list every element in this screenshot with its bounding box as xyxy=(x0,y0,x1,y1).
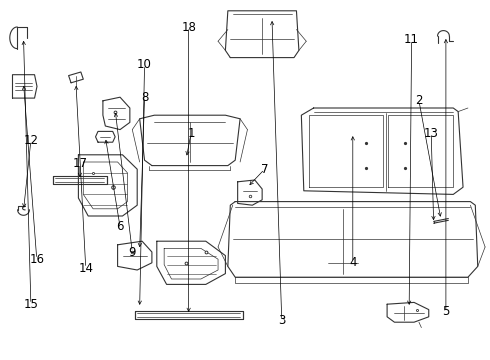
Text: 5: 5 xyxy=(442,305,450,318)
Text: 10: 10 xyxy=(137,58,152,71)
Text: 9: 9 xyxy=(128,246,136,258)
Text: 1: 1 xyxy=(187,127,195,140)
Text: 8: 8 xyxy=(141,91,148,104)
Text: 3: 3 xyxy=(278,314,286,327)
Text: 13: 13 xyxy=(424,127,439,140)
Text: 17: 17 xyxy=(73,157,87,170)
Text: 11: 11 xyxy=(404,33,419,46)
Text: 18: 18 xyxy=(181,21,196,33)
Text: 6: 6 xyxy=(116,220,124,233)
Text: 4: 4 xyxy=(349,256,357,269)
Text: 16: 16 xyxy=(29,253,44,266)
Text: 14: 14 xyxy=(78,262,93,275)
Text: 15: 15 xyxy=(24,298,38,311)
Text: 2: 2 xyxy=(415,94,423,107)
Text: 7: 7 xyxy=(261,163,269,176)
Text: 12: 12 xyxy=(24,134,38,147)
